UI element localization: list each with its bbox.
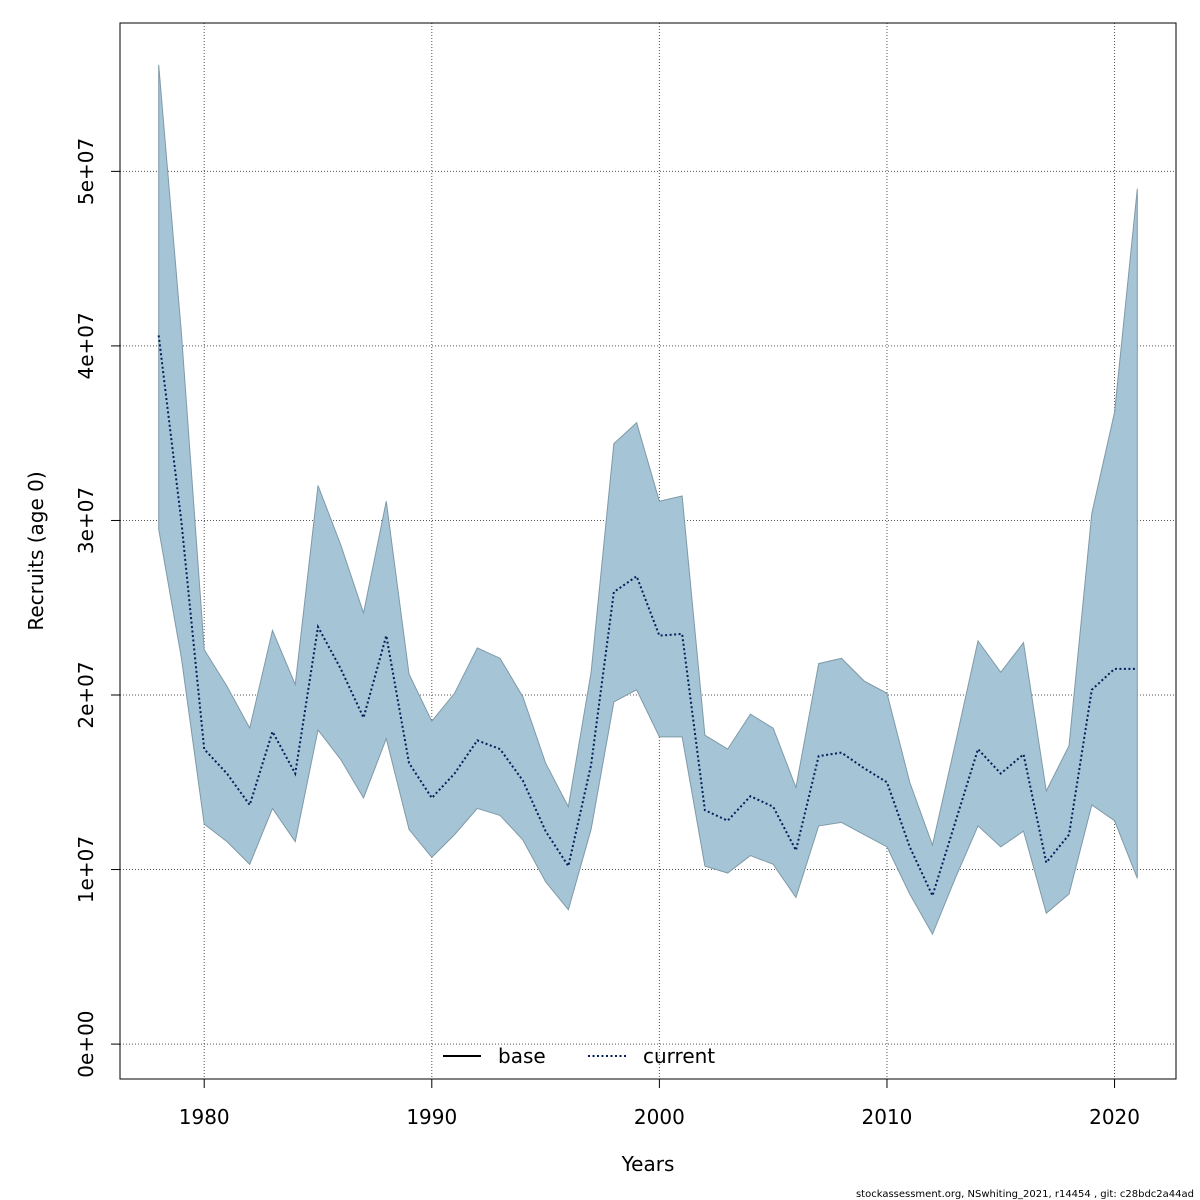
y-tick-label: 2e+07 [74, 661, 98, 728]
y-axis-title: Recruits (age 0) [24, 471, 48, 630]
x-tick-label: 2000 [634, 1105, 685, 1129]
footer-text: stockassessment.org, NSwhiting_2021, r14… [856, 1189, 1194, 1200]
y-tick-label: 1e+07 [74, 836, 98, 903]
x-tick-label: 1980 [179, 1105, 230, 1129]
x-axis-title: Years [621, 1152, 675, 1176]
y-axis: 0e+00 1e+07 2e+07 3e+07 4e+07 5e+07 [74, 138, 120, 1078]
legend-label-current: current [643, 1044, 715, 1068]
plot-frame [119, 22, 1177, 1080]
confidence-band [158, 64, 1138, 936]
y-tick-label: 0e+00 [74, 1010, 98, 1077]
x-axis: 1980 1990 2000 2010 2020 [179, 1079, 1140, 1129]
y-tick-label: 4e+07 [74, 312, 98, 379]
x-tick-label: 2010 [862, 1105, 913, 1129]
y-tick-label: 3e+07 [74, 487, 98, 554]
legend: base current [443, 1044, 715, 1068]
legend-label-base: base [498, 1044, 546, 1068]
y-tick-label: 5e+07 [74, 138, 98, 205]
x-tick-label: 1990 [406, 1105, 457, 1129]
x-tick-label: 2020 [1089, 1105, 1140, 1129]
